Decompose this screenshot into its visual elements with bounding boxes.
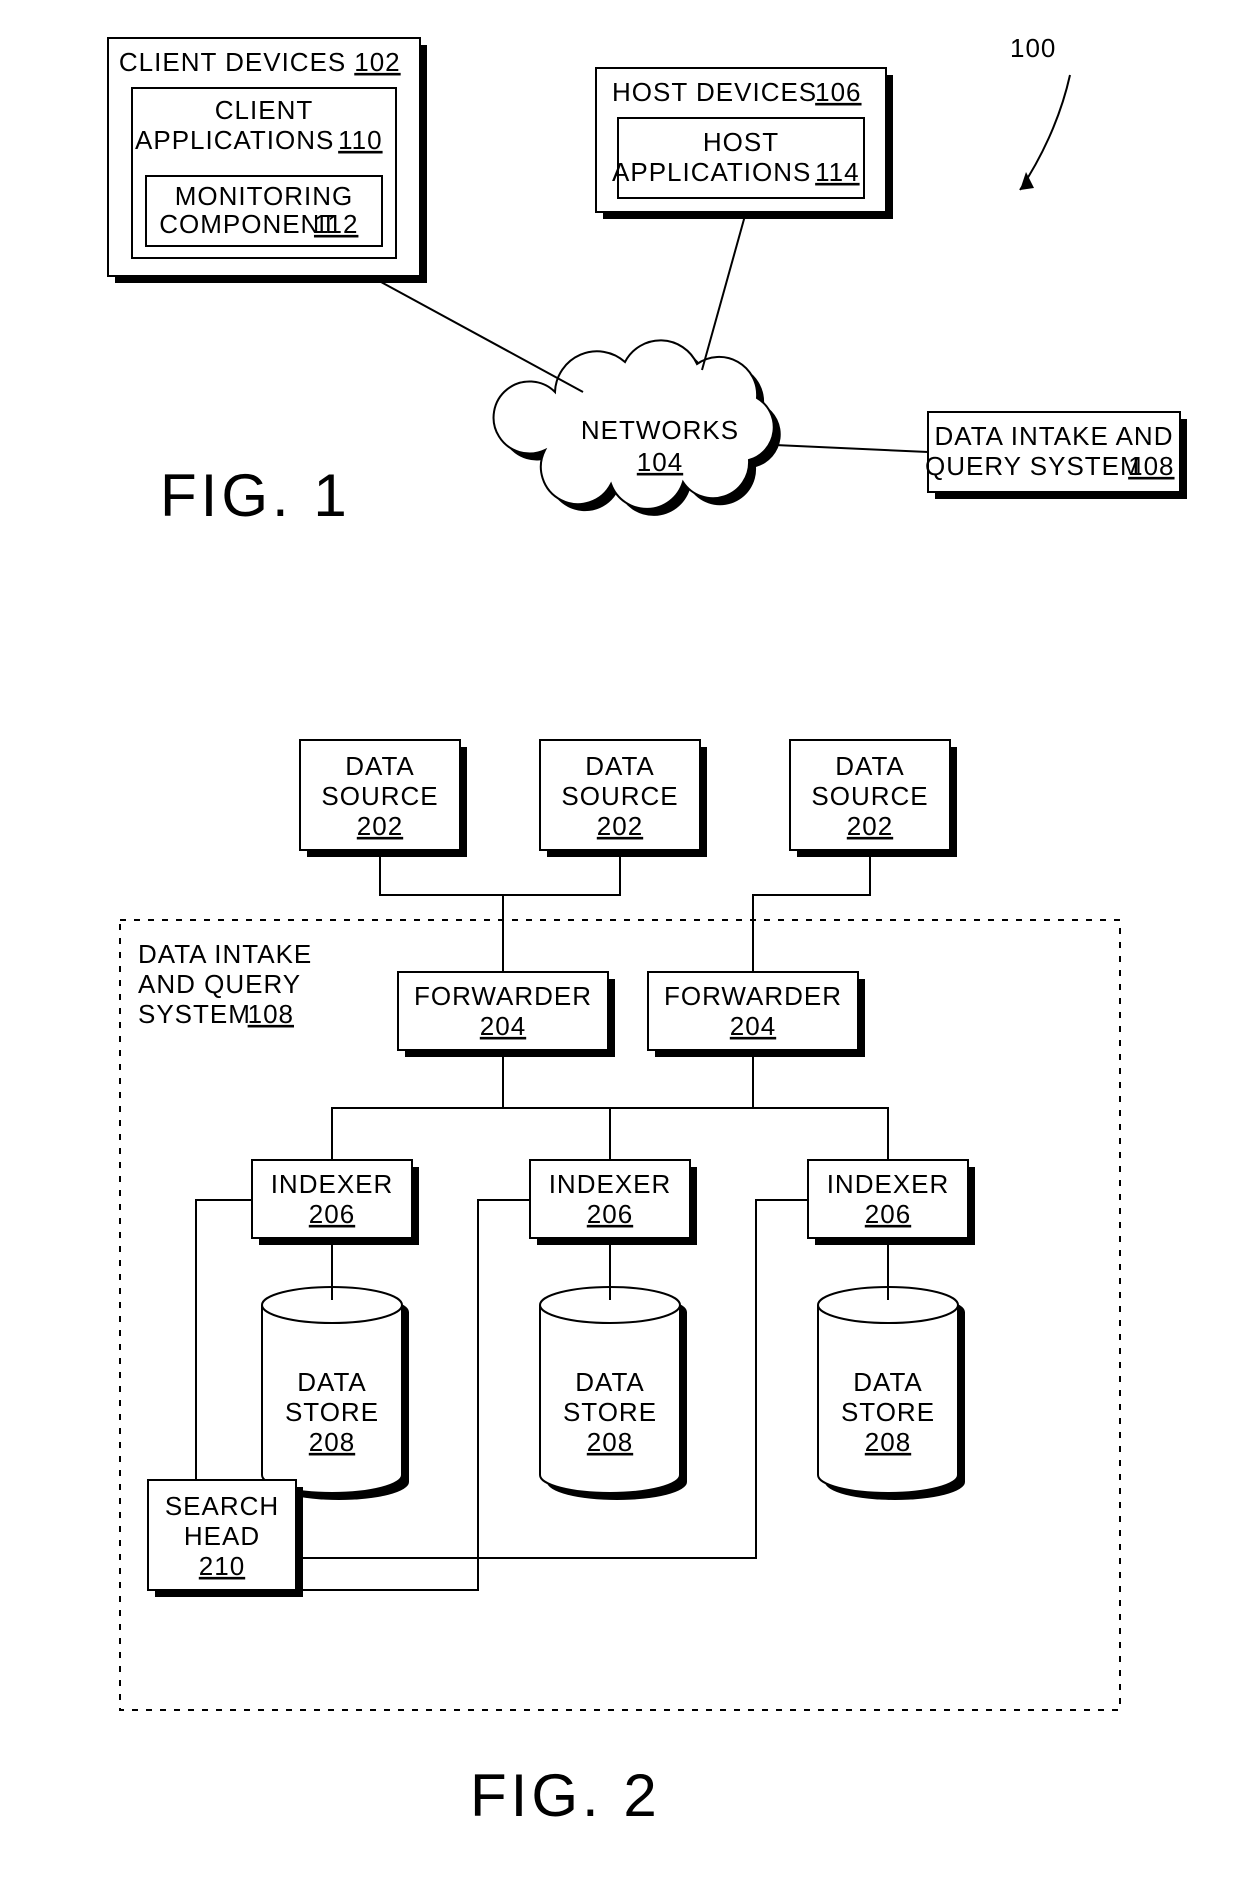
datastore-1-t2: STORE [563,1397,657,1427]
data-source-2-shadow [797,850,957,857]
fig1-ref-arrowhead [1020,172,1034,190]
client-devices-ref: 102 [354,47,400,77]
indexer-2-ref: 206 [865,1199,911,1229]
diq-ref: 108 [1128,451,1174,481]
indexer-2-shadow [968,1167,975,1245]
fig1-ref-100: 100 [1010,33,1056,63]
indexer-1-shadow [537,1238,697,1245]
datastore-0-ref: 208 [309,1427,355,1457]
fig1-connector-2 [775,445,928,452]
data-source-0-t2: SOURCE [321,781,438,811]
datastore-0-t1: DATA [297,1367,366,1397]
data-source-0-shadow [307,850,467,857]
host-apps-title1: HOST [703,127,779,157]
fig2-caption: FIG. 2 [470,1762,661,1829]
edge-fwd-idx-2 [753,1050,888,1160]
datastore-2-t2: STORE [841,1397,935,1427]
forwarder-1-shadow [858,979,865,1057]
datastore-2-ref: 208 [865,1427,911,1457]
indexer-1-title: INDEXER [549,1169,672,1199]
datastore-0-t2: STORE [285,1397,379,1427]
networks-label: NETWORKS [581,415,739,445]
fig1-ref-arrow [1020,75,1070,190]
data-source-2-shadow [950,747,957,857]
diq-box-shadow [935,492,1187,499]
client-apps-title1: CLIENT [215,95,313,125]
diq-title1: DATA INTAKE AND [935,421,1174,451]
edge-fwd-idx-1 [503,1050,610,1160]
data-source-1-t2: SOURCE [561,781,678,811]
datastore-1-ref: 208 [587,1427,633,1457]
fig1-caption: FIG. 1 [160,462,351,529]
datastore-1-t1: DATA [575,1367,644,1397]
data-source-1-shadow [700,747,707,857]
data-source-0-ref: 202 [357,811,403,841]
client-apps-title: APPLICATIONS [135,125,334,155]
client-devices-box-shadow [420,45,427,283]
host-devices-title: HOST DEVICES [612,77,817,107]
forwarder-1-title: FORWARDER [664,981,842,1011]
data-source-2-t1: DATA [835,751,904,781]
system-ref: 108 [248,999,294,1029]
indexer-2-shadow [815,1238,975,1245]
edge-fwd-idx-3 [610,1050,753,1160]
search-head-t2: HEAD [184,1521,260,1551]
system-label2: AND QUERY [138,969,301,999]
indexer-0-title: INDEXER [271,1169,394,1199]
data-source-0-shadow [460,747,467,857]
data-source-1-t1: DATA [585,751,654,781]
data-source-1-ref: 202 [597,811,643,841]
indexer-0-shadow [259,1238,419,1245]
diq-box-shadow [1180,419,1187,499]
data-source-1-shadow [547,850,707,857]
edge-fwd-idx-0 [332,1050,503,1160]
system-label1: DATA INTAKE [138,939,312,969]
datastore-2-t1: DATA [853,1367,922,1397]
forwarder-0-shadow [405,1050,615,1057]
forwarder-1-ref: 204 [730,1011,776,1041]
forwarder-0-ref: 204 [480,1011,526,1041]
fig1-connector-1 [702,212,746,370]
host-apps-title: APPLICATIONS [612,157,811,187]
host-devices-box-shadow [886,75,893,219]
indexer-1-shadow [690,1167,697,1245]
client-apps-ref: 110 [338,125,382,155]
indexer-2-title: INDEXER [827,1169,950,1199]
system-label3: SYSTEM [138,999,251,1029]
monitoring-title: COMPONENT [159,209,337,239]
host-devices-ref: 106 [815,77,861,107]
forwarder-1-shadow [655,1050,865,1057]
search-head-ref: 210 [199,1551,245,1581]
edge-src-fwd-0 [380,850,503,972]
networks-ref: 104 [637,447,683,477]
data-source-2-ref: 202 [847,811,893,841]
data-source-0-t1: DATA [345,751,414,781]
indexer-0-ref: 206 [309,1199,355,1229]
host-apps-ref: 114 [815,157,859,187]
edge-src-fwd-2 [753,850,870,972]
forwarder-0-title: FORWARDER [414,981,592,1011]
monitoring-ref: 112 [314,209,358,239]
search-head-shadow [296,1487,303,1597]
search-head-t1: SEARCH [165,1491,279,1521]
fig1-connector-0 [370,276,583,392]
edge-sh-idx-0 [196,1200,252,1480]
indexer-1-ref: 206 [587,1199,633,1229]
forwarder-0-shadow [608,979,615,1057]
search-head-shadow [155,1590,303,1597]
monitoring-title: MONITORING [175,181,354,211]
data-source-2-t2: SOURCE [811,781,928,811]
diq-title: QUERY SYSTEM [925,451,1143,481]
indexer-0-shadow [412,1167,419,1245]
edge-src-fwd-1 [503,850,620,972]
host-devices-box-shadow [603,212,893,219]
client-devices-title: CLIENT DEVICES [119,47,346,77]
